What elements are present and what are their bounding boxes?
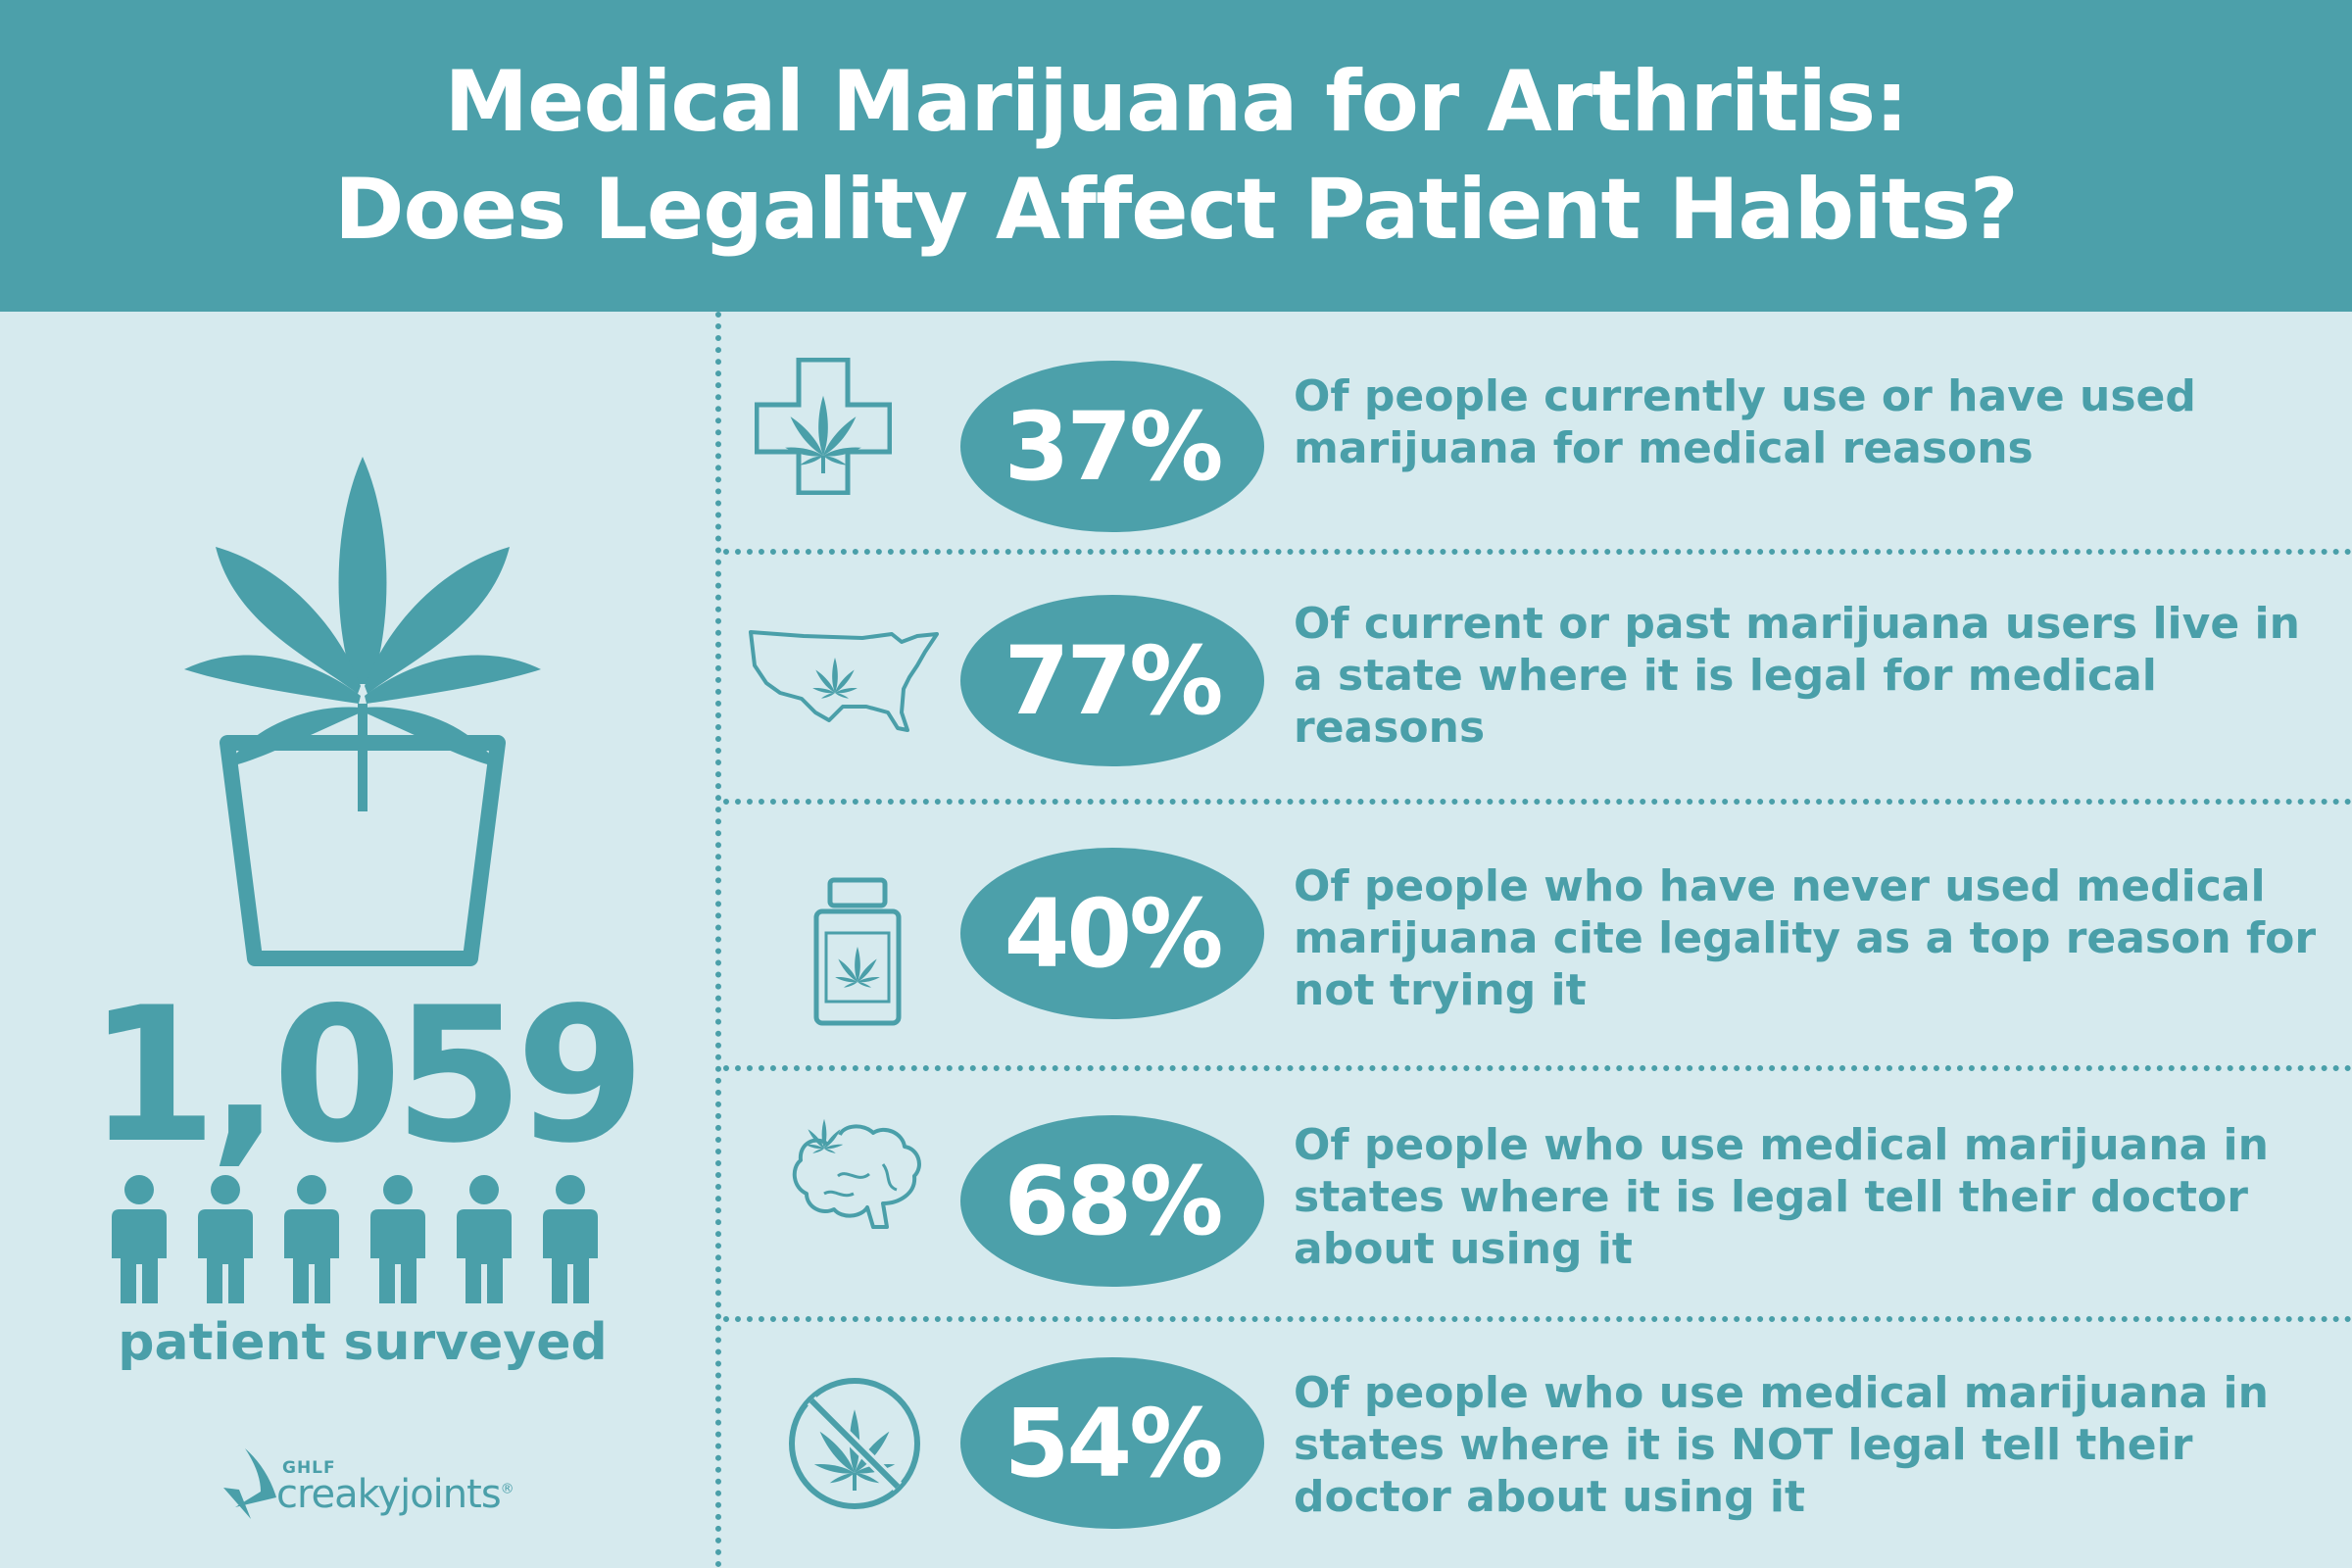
person-icon <box>457 1175 512 1303</box>
potted-plant-icon <box>184 457 541 966</box>
person-icon <box>370 1175 425 1303</box>
row-divider <box>723 799 2352 805</box>
person-icon <box>198 1175 253 1303</box>
survey-label: patient surveyed <box>118 1313 608 1372</box>
stat-row-3: 40% Of people who have never used medica… <box>725 813 2352 1058</box>
logo-brand: creakyjoints® <box>276 1472 514 1517</box>
stat-row-2: 77% Of current or past marijuana users l… <box>725 559 2352 804</box>
cross-leaf-icon <box>755 358 892 495</box>
stat-percent: 68% <box>960 1115 1264 1287</box>
pill-bottle-leaf-icon <box>813 877 902 1026</box>
header-banner: Medical Marijuana for Arthritis: Does Le… <box>0 0 2352 312</box>
people-icons <box>112 1175 598 1303</box>
logo-registered: ® <box>500 1481 514 1497</box>
stat-row-5: 54% Of people who use medical marijuana … <box>725 1328 2352 1563</box>
brain-leaf-icon <box>792 1105 921 1229</box>
person-icon <box>112 1175 167 1303</box>
stat-percent: 77% <box>960 595 1264 766</box>
creakyjoints-logo: GHLF creakyjoints® <box>216 1429 539 1537</box>
usa-map-leaf-icon <box>749 630 939 732</box>
person-icon <box>284 1175 339 1303</box>
logo-org: GHLF <box>282 1458 336 1478</box>
survey-summary-panel: 1,059 patient surveyed GHLF creakyjoints… <box>0 312 715 1568</box>
stat-row-4: 68% Of people who use medical marijuana … <box>725 1078 2352 1313</box>
stat-percent: 37% <box>960 361 1264 532</box>
stat-row-1: 37% Of people currently use or have used… <box>725 343 2352 549</box>
logo-brand-text: creakyjoints <box>276 1472 502 1517</box>
survey-count: 1,059 <box>87 967 646 1184</box>
stat-description: Of people who use medical marijuana in s… <box>1294 1368 2269 1522</box>
stat-percent: 40% <box>960 848 1264 1019</box>
stat-percent: 54% <box>960 1357 1264 1529</box>
row-divider <box>723 549 2352 555</box>
vertical-divider <box>715 312 721 1568</box>
row-divider <box>723 1065 2352 1071</box>
no-leaf-icon <box>789 1378 920 1509</box>
stat-description: Of people who have never used medical ma… <box>1294 861 2317 1015</box>
title-line-2: Does Legality Affect Patient Habits? <box>334 161 2019 259</box>
stat-description: Of people currently use or have used mar… <box>1294 371 2196 473</box>
title-line-1: Medical Marijuana for Arthritis: <box>444 53 1908 151</box>
stat-description: Of people who use medical marijuana in s… <box>1294 1120 2269 1274</box>
stat-description: Of current or past marijuana users live … <box>1294 599 2300 753</box>
creakyjoints-mark-icon <box>223 1448 276 1519</box>
person-icon <box>543 1175 598 1303</box>
row-divider <box>723 1316 2352 1322</box>
